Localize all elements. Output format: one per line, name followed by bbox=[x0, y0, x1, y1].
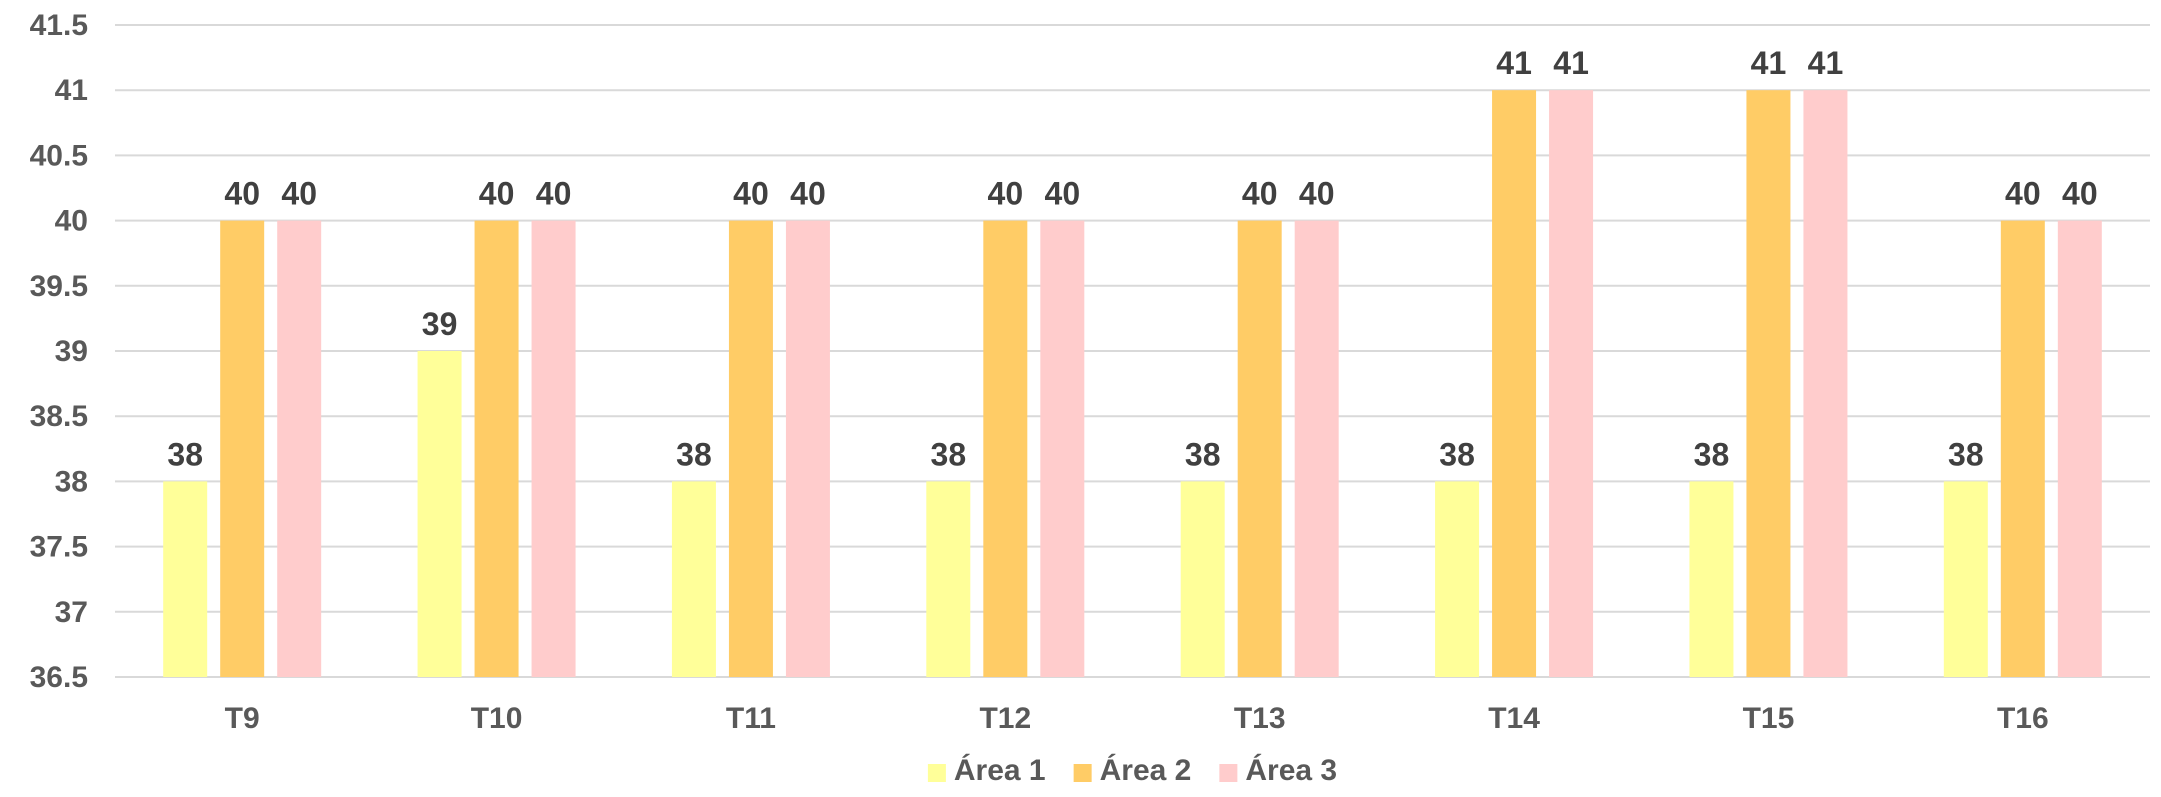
legend-swatch bbox=[1073, 764, 1092, 782]
bar-t12-series-2 bbox=[983, 220, 1028, 677]
x-tick-label: T16 bbox=[1997, 702, 2049, 735]
data-label: 38 bbox=[1185, 436, 1221, 472]
data-label: 40 bbox=[1242, 176, 1278, 212]
bar-t15-series-1 bbox=[1689, 481, 1734, 677]
bar-t12-series-1 bbox=[926, 481, 971, 677]
data-label: 38 bbox=[1694, 436, 1730, 472]
y-tick-label: 37 bbox=[55, 596, 88, 629]
bar-t13-series-2 bbox=[1237, 220, 1282, 677]
data-label: 40 bbox=[536, 176, 572, 212]
x-tick-label: T14 bbox=[1488, 702, 1540, 735]
x-tick-label: T13 bbox=[1234, 702, 1286, 735]
data-label: 40 bbox=[2062, 176, 2098, 212]
bars bbox=[163, 90, 2102, 677]
y-tick-label: 36.5 bbox=[30, 661, 88, 694]
legend-item: Área 2 bbox=[1073, 753, 1192, 787]
y-tick-label: 38 bbox=[55, 465, 88, 498]
bar-t16-series-1 bbox=[1943, 481, 1988, 677]
legend-swatch bbox=[927, 764, 946, 782]
data-label: 40 bbox=[733, 176, 769, 212]
x-axis-ticks: T9 T10 T11 T12 T13 T14 T15 T16 bbox=[225, 702, 2049, 735]
data-label: 40 bbox=[1045, 176, 1081, 212]
y-tick-label: 39 bbox=[55, 335, 88, 368]
data-label: 40 bbox=[1299, 176, 1335, 212]
x-tick-label: T11 bbox=[726, 702, 776, 735]
bar-t12-series-3 bbox=[1040, 220, 1085, 677]
bar-t16-series-2 bbox=[2000, 220, 2045, 677]
bar-t9-series-2 bbox=[220, 220, 265, 677]
data-label: 39 bbox=[422, 306, 458, 342]
data-label: 38 bbox=[1439, 436, 1475, 472]
y-tick-label: 40.5 bbox=[30, 139, 88, 172]
data-label: 41 bbox=[1808, 45, 1844, 81]
bar-t11-series-3 bbox=[785, 220, 830, 677]
data-label: 41 bbox=[1751, 45, 1787, 81]
bar-t9-series-1 bbox=[163, 481, 208, 677]
bar-t10-series-2 bbox=[474, 220, 519, 677]
legend-label: Área 2 bbox=[1100, 753, 1192, 787]
y-tick-label: 37.5 bbox=[30, 531, 88, 564]
data-label: 40 bbox=[479, 176, 515, 212]
bar-t11-series-2 bbox=[728, 220, 773, 677]
y-tick-label: 41 bbox=[55, 74, 88, 107]
data-label: 40 bbox=[224, 176, 260, 212]
data-label: 40 bbox=[790, 176, 826, 212]
data-label: 41 bbox=[1553, 45, 1589, 81]
bar-t11-series-1 bbox=[671, 481, 716, 677]
y-tick-label: 38.5 bbox=[30, 400, 88, 433]
legend-label: Área 1 bbox=[954, 753, 1046, 787]
bar-t16-series-3 bbox=[2057, 220, 2102, 677]
bar-t15-series-3 bbox=[1803, 90, 1848, 677]
data-label: 41 bbox=[1496, 45, 1532, 81]
bar-t13-series-1 bbox=[1180, 481, 1225, 677]
y-tick-label: 39.5 bbox=[30, 270, 88, 303]
y-axis-ticks: 36.5 37 37.5 38 38.5 39 39.5 40 40.5 41 41.5 bbox=[30, 9, 88, 694]
x-tick-label: T10 bbox=[471, 702, 523, 735]
legend-label: Área 3 bbox=[1245, 753, 1337, 787]
x-tick-label: T15 bbox=[1743, 702, 1795, 735]
data-label: 40 bbox=[2005, 176, 2041, 212]
data-label: 38 bbox=[1948, 436, 1984, 472]
bar-t10-series-1 bbox=[417, 351, 462, 677]
data-label: 38 bbox=[676, 436, 712, 472]
legend-item: Área 1 bbox=[927, 753, 1046, 787]
x-tick-label: T9 bbox=[225, 702, 260, 735]
bar-t13-series-3 bbox=[1294, 220, 1339, 677]
bar-t10-series-3 bbox=[531, 220, 576, 677]
y-tick-label: 40 bbox=[55, 205, 88, 238]
bar-t9-series-3 bbox=[277, 220, 322, 677]
data-labels: 38 40 40 39 40 40 38 40 40 38 40 40 38 40 40 38 41 41 38 41… bbox=[167, 45, 2097, 472]
legend-item: Área 3 bbox=[1219, 753, 1337, 787]
bar-t14-series-3 bbox=[1549, 90, 1594, 677]
legend: Área 1 Área 2 Área 3 bbox=[927, 753, 1337, 787]
bar-t14-series-1 bbox=[1435, 481, 1480, 677]
x-tick-label: T12 bbox=[979, 702, 1031, 735]
data-label: 38 bbox=[167, 436, 203, 472]
data-label: 38 bbox=[931, 436, 967, 472]
data-label: 40 bbox=[988, 176, 1024, 212]
bar-t14-series-2 bbox=[1492, 90, 1537, 677]
y-tick-label: 41.5 bbox=[30, 9, 88, 42]
legend-swatch bbox=[1219, 764, 1238, 782]
data-label: 40 bbox=[281, 176, 317, 212]
bar-t15-series-2 bbox=[1746, 90, 1791, 677]
